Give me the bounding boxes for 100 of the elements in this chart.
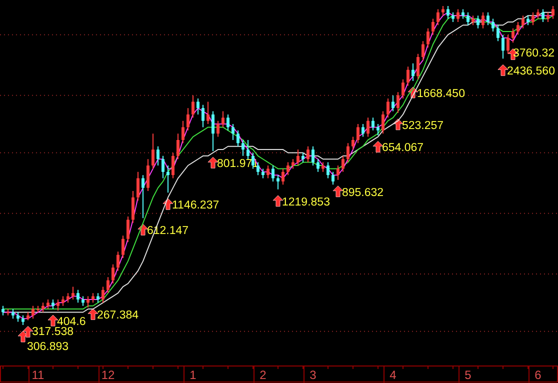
candlestick [22, 314, 24, 326]
candlestick [206, 101, 210, 125]
candlestick [382, 110, 384, 134]
candlestick [356, 124, 360, 144]
candlestick [212, 110, 214, 152]
candlestick [142, 174, 144, 219]
candlestick [536, 8, 540, 20]
candlestick [486, 12, 490, 26]
candlestick [52, 298, 54, 310]
candlestick [386, 98, 390, 118]
candlestick [522, 15, 524, 29]
candlestick [106, 276, 110, 294]
candlestick [506, 34, 510, 54]
candlestick [2, 305, 4, 316]
candlestick [502, 34, 504, 60]
candlestick [332, 171, 334, 186]
candlestick [466, 12, 470, 26]
candlestick [246, 139, 250, 160]
candlestick [496, 24, 500, 42]
x-tick-label: 5 [464, 368, 472, 382]
candlestick [16, 312, 20, 322]
candlestick [56, 298, 60, 312]
candlestick [362, 124, 364, 138]
candlestick [272, 165, 274, 182]
annotation: 404.6 [57, 316, 86, 328]
annotation: 654.067 [382, 142, 424, 154]
candlestick [136, 171, 140, 202]
candlestick [286, 162, 290, 176]
candlestick [302, 152, 304, 163]
candlestick [306, 146, 310, 163]
candlestick [552, 6, 554, 20]
candlestick [342, 155, 344, 172]
candlestick [232, 124, 234, 140]
candlestick [312, 146, 314, 166]
candlestick [392, 94, 394, 112]
candlestick [432, 18, 434, 36]
candlestick [532, 12, 534, 26]
annotation: 267.384 [97, 310, 140, 322]
candlestick [96, 292, 100, 304]
candlestick [126, 216, 130, 243]
candlestick [452, 12, 454, 22]
candlestick [166, 165, 170, 194]
candlestick [372, 117, 374, 131]
candlestick [176, 133, 180, 160]
candlestick [12, 308, 14, 320]
candlestick [266, 165, 270, 179]
candlestick [112, 264, 114, 284]
candlestick [426, 28, 430, 48]
candlestick [242, 139, 244, 156]
candlestick [192, 94, 194, 118]
candlestick [202, 104, 204, 128]
candlestick [476, 15, 480, 29]
candlestick [412, 62, 414, 82]
candlestick [402, 78, 404, 100]
candlestick [46, 298, 50, 310]
candlestick [72, 286, 74, 300]
candlestick [482, 12, 484, 29]
candlestick [472, 15, 474, 26]
candlestick [462, 8, 464, 20]
candlestick [226, 114, 230, 131]
x-tick-label: 3 [310, 368, 317, 382]
candlestick [156, 146, 160, 166]
candlestick [276, 174, 280, 190]
text: 317.538 [32, 326, 74, 338]
candlestick [512, 28, 514, 44]
candlestick [416, 53, 420, 80]
candlestick [326, 162, 330, 179]
x-tick-label: 12 [101, 368, 115, 382]
candlestick [282, 168, 284, 186]
candlestick [152, 133, 154, 170]
candlestick [526, 15, 530, 26]
candlestick [122, 235, 124, 259]
candlestick [92, 292, 94, 304]
candlestick [42, 302, 44, 313]
candlestick [442, 6, 444, 16]
candlestick [446, 6, 450, 20]
candlestick [66, 292, 70, 304]
candlestick [116, 251, 120, 272]
annotation: 895.632 [342, 186, 384, 199]
candlestick [102, 286, 104, 304]
candlestick [62, 296, 64, 306]
annotation: 1146.237 [172, 200, 220, 212]
candlestick [292, 158, 294, 170]
text: 306.893 [27, 341, 69, 353]
x-tick-label: 2 [260, 368, 267, 382]
candlestick [86, 296, 90, 308]
candlestick [162, 155, 164, 179]
x-tick-label: 6 [534, 368, 542, 382]
annotation: 523.257 [402, 120, 444, 132]
candlestick [546, 12, 550, 22]
candlestick [366, 117, 370, 138]
candlestick [76, 289, 80, 304]
candlestick [186, 108, 190, 131]
candlestick [396, 92, 400, 114]
candlestick [352, 136, 354, 150]
annotation: 1219.853 [282, 196, 330, 208]
candlestick [82, 296, 84, 306]
candlestick [182, 120, 184, 144]
x-tick-label: 11 [32, 368, 45, 382]
candlestick [196, 98, 200, 115]
